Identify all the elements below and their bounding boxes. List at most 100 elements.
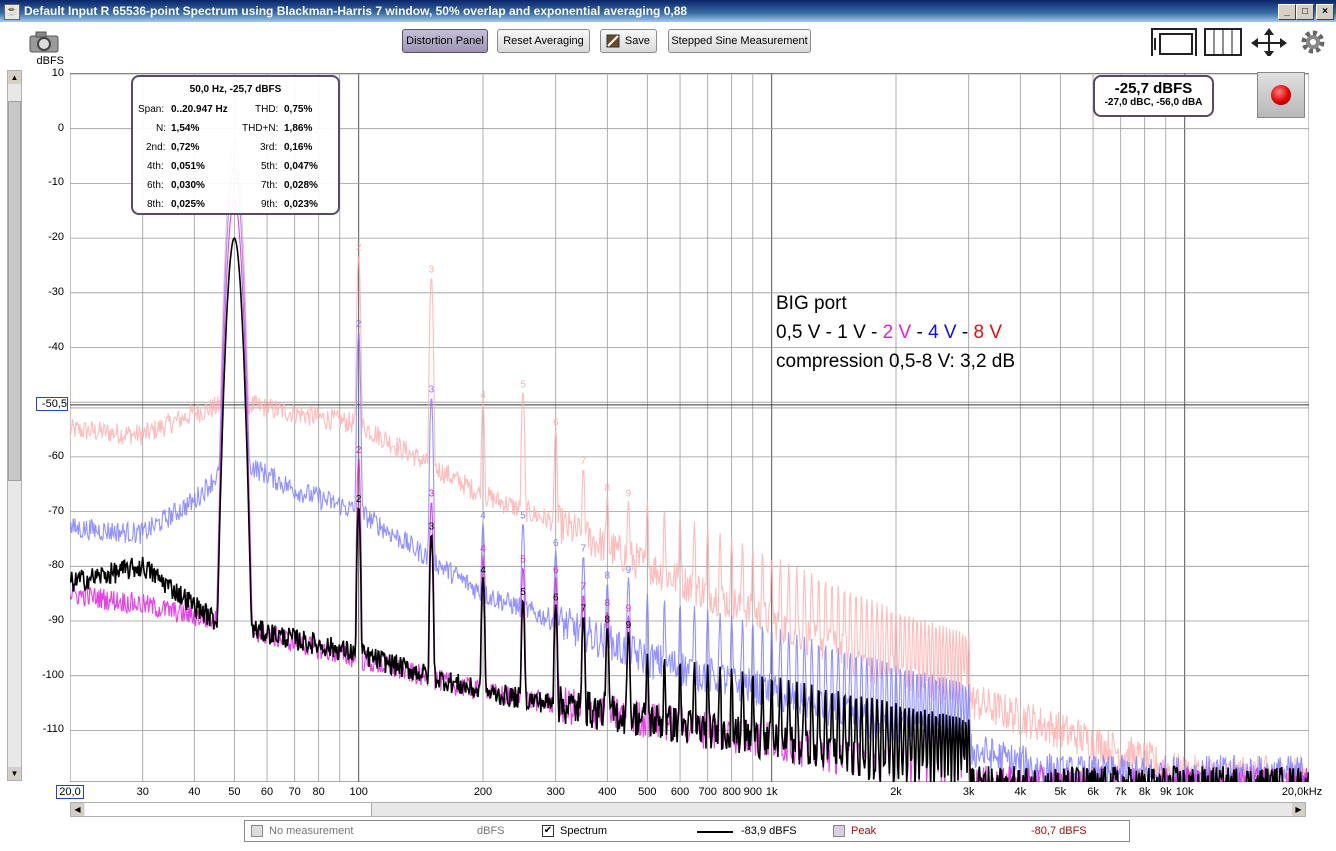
harmonic-marker: 4 (480, 511, 486, 522)
horizontal-scroll-thumb[interactable] (85, 803, 372, 816)
x-tick-label: 400 (598, 786, 617, 798)
x-tick-label: 8k (1138, 786, 1151, 798)
h3-value: 0,16% (284, 142, 313, 153)
annotation-line-2: 0,5 V - 1 V - 2 V - 4 V - 8 V (776, 322, 1002, 344)
annotation-line-3: compression 0,5-8 V: 3,2 dB (776, 351, 1016, 372)
camera-icon[interactable] (28, 30, 60, 58)
expand-arrows-icon[interactable] (1251, 28, 1287, 56)
spectrum-line-swatch (697, 831, 733, 833)
y-tick-label: -30 (48, 285, 64, 298)
no-measurement-unit: dBFS (477, 825, 505, 837)
h2-label: 2nd: (146, 142, 166, 153)
harmonic-marker: 3 (429, 489, 435, 500)
y-tick-label: -60 (48, 449, 64, 462)
harmonic-marker: 6 (553, 418, 559, 429)
spectrum-checkbox[interactable]: ✔ (542, 825, 554, 837)
record-led-icon (1271, 85, 1291, 105)
annotation-4v: 4 V (928, 322, 957, 343)
h9-value: 0,023% (284, 199, 318, 210)
h2-value: 0,72% (171, 142, 200, 153)
horizontal-scrollbar[interactable]: ◀ ▶ (70, 802, 1306, 817)
reset-averaging-button[interactable]: Reset Averaging (497, 29, 590, 53)
h8-label: 8th: (147, 199, 164, 210)
java-app-icon: ☕ (4, 4, 20, 20)
level-readout: -25,7 dBFS -27,0 dBC, -56,0 dBA (1093, 75, 1214, 117)
grid-columns-icon[interactable] (1204, 28, 1242, 56)
y-tick-label: -90 (48, 614, 64, 626)
harmonic-marker: 2 (356, 319, 362, 330)
spectrum-trace (70, 138, 1308, 782)
distortion-panel-button[interactable]: Distortion Panel (402, 29, 488, 53)
spectrum-label: Spectrum (560, 825, 608, 837)
y-tick-label: -70 (48, 504, 64, 517)
h8-value: 0,025% (171, 199, 205, 210)
scroll-down-arrow-icon[interactable]: ▼ (8, 767, 21, 780)
minimize-button[interactable]: _ (1278, 4, 1296, 20)
y-cursor-value[interactable]: -50,5 (36, 397, 68, 411)
harmonic-marker: 3 (429, 521, 435, 532)
y-tick-label: -40 (48, 340, 64, 353)
x-tick-label: 100 (349, 786, 368, 798)
x-tick-label: 7k (1114, 786, 1127, 798)
thdn-label: THD+N: (242, 123, 279, 134)
harmonic-marker: 8 (605, 598, 611, 609)
harmonic-marker: 7 (581, 543, 587, 554)
no-measurement-label: No measurement (269, 825, 354, 837)
h7-label: 7th: (261, 180, 278, 191)
span-value: 0..20.947 Hz (171, 104, 228, 115)
x-tick-label: 200 (473, 786, 493, 798)
y-tick-label: -80 (48, 559, 64, 572)
noise-label: N: (156, 123, 166, 134)
gear-icon[interactable] (1300, 29, 1326, 57)
maximize-button[interactable]: □ (1296, 4, 1314, 20)
scroll-up-arrow-icon[interactable]: ▲ (8, 71, 21, 84)
span-label: Span: (138, 104, 165, 115)
y-tick-label: -20 (48, 231, 64, 244)
y-tick-label: 10 (51, 67, 64, 79)
scroll-left-arrow-icon[interactable]: ◀ (71, 803, 84, 816)
thdn-value: 1,86% (284, 123, 313, 134)
thd-value: 0,75% (284, 104, 313, 115)
no-measurement-checkbox[interactable] (251, 825, 263, 837)
annotation-8v: 8 V (973, 322, 1003, 343)
h6-label: 6th: (147, 180, 164, 191)
record-button[interactable] (1257, 72, 1305, 118)
harmonic-marker: 3 (429, 385, 435, 396)
scroll-right-arrow-icon[interactable]: ▶ (1292, 803, 1305, 816)
h5-value: 0,047% (284, 161, 318, 172)
layout-icon[interactable] (1151, 28, 1197, 56)
x-tick-label: 40 (188, 786, 201, 798)
save-icon (606, 34, 620, 48)
harmonic-marker: 5 (520, 587, 526, 598)
vertical-scroll-thumb[interactable] (8, 101, 21, 481)
toolbar: Distortion Panel Reset Averaging Save St… (0, 22, 1336, 60)
x-tick-label: 800 (722, 786, 741, 798)
annotation-2v: 2 V (882, 322, 912, 343)
x-tick-label: 30 (136, 786, 149, 798)
save-button[interactable]: Save (600, 29, 657, 53)
x-tick-label: 6k (1087, 786, 1099, 798)
x-tick-label: 900 (743, 786, 762, 798)
stepped-sine-measurement-button[interactable]: Stepped Sine Measurement (668, 29, 811, 53)
harmonic-marker: 5 (520, 554, 526, 565)
x-tick-label: 10k (1175, 786, 1194, 798)
x-start-value[interactable]: 20,0 (56, 785, 84, 799)
peak-value: -80,7 dBFS (1031, 825, 1087, 837)
peak-checkbox[interactable] (833, 825, 845, 837)
harmonic-marker: 9 (626, 489, 632, 500)
harmonic-marker: 4 (480, 390, 486, 401)
window-title-bar: ☕ Default Input R 65536-point Spectrum u… (0, 0, 1336, 22)
peak-label: Peak (851, 825, 877, 837)
thd-label: THD: (255, 104, 279, 115)
annotation-sep-2: - (956, 322, 974, 343)
x-tick-label: 600 (670, 786, 690, 798)
x-tick-label: 3k (962, 786, 975, 798)
harmonic-marker: 9 (626, 604, 632, 615)
vertical-scrollbar[interactable]: ▲ ▼ (7, 70, 22, 781)
close-button[interactable]: × (1316, 4, 1334, 20)
harmonic-marker: 2 (356, 243, 362, 254)
harmonic-marker: 8 (605, 571, 611, 582)
x-tick-label: 500 (638, 786, 657, 798)
window-title: Default Input R 65536-point Spectrum usi… (24, 4, 688, 18)
x-tick-label: 700 (698, 786, 717, 798)
